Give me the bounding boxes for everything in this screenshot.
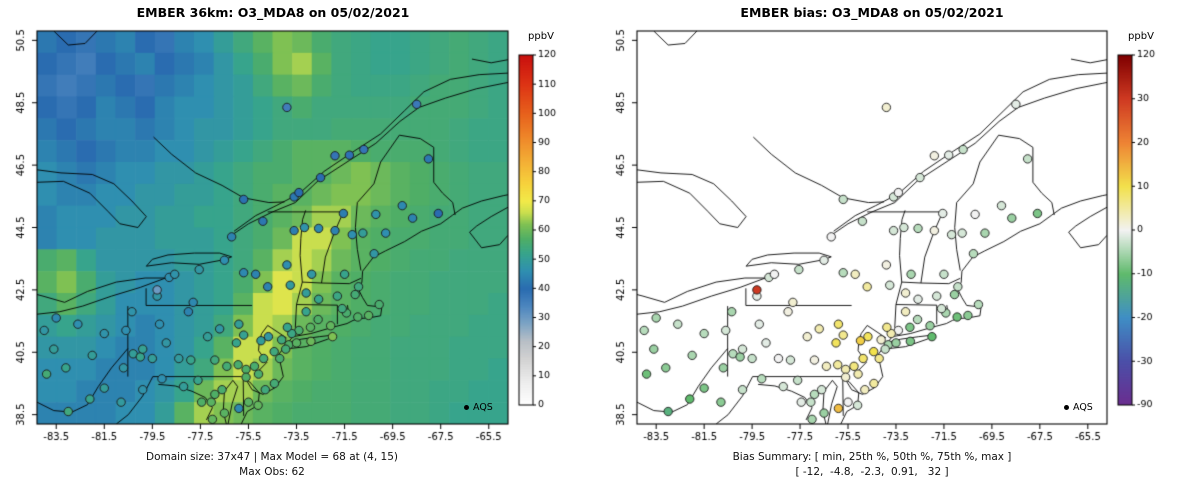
aqs-dot-icon: [1064, 405, 1069, 410]
left-aqs-legend: AQS: [464, 402, 493, 413]
right-colorbar-title: ppbV: [1128, 31, 1154, 42]
aqs-dot-icon: [464, 405, 469, 410]
left-caption-line2: Max Obs: 62: [239, 466, 305, 478]
right-map-title: EMBER bias: O3_MDA8 on 05/02/2021: [740, 5, 1004, 20]
left-aqs-label: AQS: [473, 402, 493, 413]
left-caption-line1: Domain size: 37x47 | Max Model = 68 at (…: [145, 451, 399, 463]
left-map-title: EMBER 36km: O3_MDA8 on 05/02/2021: [136, 5, 410, 20]
right-caption-line2: [ -12, -4.8, -2.3, 0.91, 32 ]: [795, 466, 949, 478]
right-caption-line1: Bias Summary: [ min, 25th %, 50th %, 75t…: [732, 451, 1012, 463]
left-colorbar-title: ppbV: [528, 31, 554, 42]
right-aqs-label: AQS: [1073, 402, 1093, 413]
right-aqs-legend: AQS: [1064, 402, 1093, 413]
